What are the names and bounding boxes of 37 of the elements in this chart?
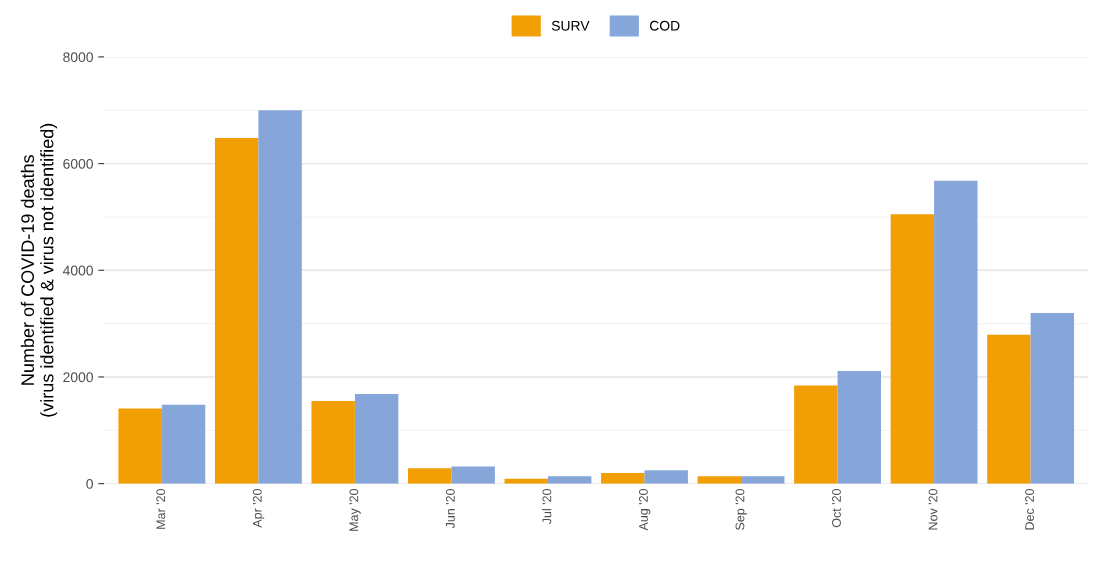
x-tick-label: Aug '20 [639, 489, 651, 531]
y-tick-label: 6000 [63, 158, 93, 169]
x-tick-label: May '20 [349, 489, 361, 531]
x-tick-label: Jun '20 [445, 489, 455, 529]
bar [161, 404, 206, 484]
bar [214, 137, 259, 484]
bar [987, 334, 1031, 484]
bar [408, 468, 452, 484]
bar [837, 371, 881, 484]
y-tick-label: 4000 [62, 265, 93, 276]
y-tick-label: 0 [86, 478, 93, 489]
legend-label: COD [649, 20, 680, 31]
bar [354, 394, 399, 484]
bar [258, 110, 302, 484]
x-tick-label: Jul '20 [542, 489, 552, 525]
bar [547, 476, 592, 484]
bar [601, 472, 645, 484]
bar [311, 400, 355, 484]
x-tick-label: Dec '20 [1025, 489, 1034, 530]
bar [741, 476, 785, 484]
x-tick-label: Apr '20 [252, 489, 265, 528]
y-tick-label: 8000 [63, 52, 93, 63]
bar [794, 385, 838, 484]
x-tick-label: Nov '20 [928, 489, 938, 530]
bar [890, 214, 935, 484]
bar [644, 470, 688, 484]
x-tick-label: Mar '20 [156, 489, 166, 529]
y-tick-label: 2000 [63, 372, 93, 383]
x-tick-label: Oct '20 [832, 489, 841, 528]
legend-label: SURV [551, 20, 590, 31]
bar [697, 476, 742, 484]
bar [451, 466, 495, 484]
y-axis-title: Number of COVID-19 deaths (virus identified & virus not identified) [20, 123, 58, 417]
bar [1030, 312, 1075, 484]
bar [934, 180, 978, 484]
bar [118, 408, 162, 484]
x-tick-label: Sep '20 [735, 489, 747, 530]
